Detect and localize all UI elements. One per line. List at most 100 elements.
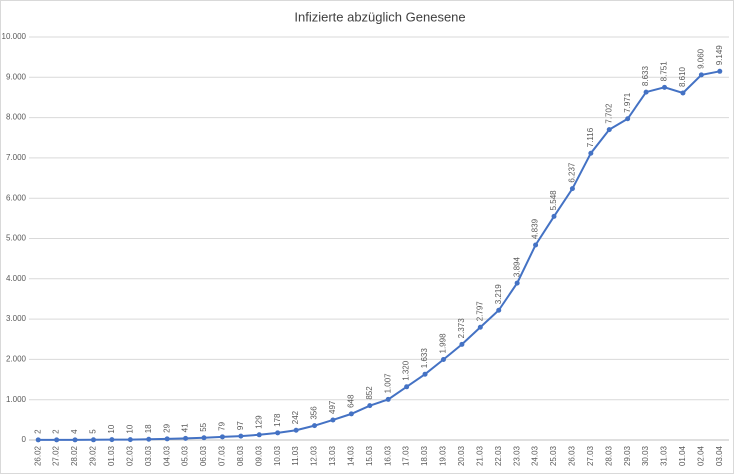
data-label: 8.633	[641, 66, 650, 87]
y-tick-label: 3.000	[6, 314, 27, 323]
data-point	[293, 427, 299, 433]
data-label: 648	[346, 394, 355, 408]
data-point	[183, 435, 189, 441]
data-point	[698, 72, 704, 78]
data-point	[348, 411, 354, 417]
x-tick-label: 28.03	[604, 445, 613, 466]
data-point	[606, 127, 612, 133]
data-label: 5	[89, 429, 98, 434]
chart-title: Infizierte abzüglich Genesene	[294, 9, 465, 24]
y-tick-label: 5.000	[6, 234, 27, 243]
y-tick-label: 7.000	[6, 153, 27, 162]
x-tick-label: 20.03	[457, 445, 466, 466]
x-tick-label: 04.03	[162, 445, 171, 466]
y-tick-label: 8.000	[6, 113, 27, 122]
data-label: 9.060	[696, 48, 705, 69]
data-point	[90, 437, 96, 443]
data-point	[717, 68, 723, 74]
data-label: 356	[310, 406, 319, 420]
x-tick-label: 25.03	[549, 445, 558, 466]
data-label: 9.149	[715, 45, 724, 66]
data-label: 178	[273, 413, 282, 427]
x-tick-label: 18.03	[420, 445, 429, 466]
data-label: 5.548	[549, 190, 558, 211]
data-label: 497	[328, 400, 337, 414]
x-tick-label: 31.03	[660, 445, 669, 466]
data-point	[477, 324, 483, 330]
x-tick-label: 06.03	[199, 445, 208, 466]
data-label: 852	[365, 386, 374, 400]
data-label: 7.971	[623, 92, 632, 113]
data-point	[643, 89, 649, 95]
data-label: 2.373	[457, 318, 466, 339]
x-tick-label: 03.04	[715, 445, 724, 466]
data-point	[127, 437, 133, 443]
data-label: 7.116	[586, 127, 595, 147]
series-line	[38, 70, 720, 441]
x-tick-label: 07.03	[218, 445, 227, 466]
data-label: 4	[70, 429, 79, 434]
data-label: 3.894	[512, 257, 521, 278]
data-label: 6.237	[568, 162, 577, 183]
x-tick-label: 19.03	[439, 445, 448, 466]
y-tick-label: 2.000	[6, 355, 27, 364]
data-label: 8.610	[678, 66, 687, 87]
x-tick-label: 08.03	[236, 445, 245, 466]
x-tick-label: 01.04	[678, 445, 687, 466]
data-label: 1.320	[402, 360, 411, 381]
data-point	[569, 186, 575, 192]
data-label: 10	[125, 424, 134, 433]
data-point	[422, 371, 428, 377]
x-tick-label: 26.02	[33, 445, 42, 466]
x-tick-label: 03.03	[144, 445, 153, 466]
data-label: 1.998	[439, 333, 448, 354]
x-tick-label: 09.03	[254, 445, 263, 466]
data-point	[367, 403, 373, 409]
data-point	[35, 437, 41, 443]
data-label: 29	[162, 423, 171, 432]
data-label: 2.797	[475, 301, 484, 322]
x-tick-label: 29.03	[623, 445, 632, 466]
data-point	[164, 436, 170, 442]
data-point	[588, 150, 594, 156]
data-point	[72, 437, 78, 443]
data-point	[385, 396, 391, 402]
x-tick-label: 12.03	[310, 445, 319, 466]
x-tick-label: 22.03	[494, 445, 503, 466]
x-tick-label: 13.03	[328, 445, 337, 466]
data-label: 10	[107, 424, 116, 433]
x-tick-label: 28.02	[70, 445, 79, 466]
y-tick-label: 10.000	[2, 32, 27, 41]
x-tick-label: 11.03	[291, 446, 300, 466]
data-label: 1.007	[383, 373, 392, 394]
data-point	[496, 307, 502, 313]
data-label: 79	[218, 421, 227, 430]
data-point	[404, 384, 410, 390]
x-tick-label: 27.02	[52, 445, 61, 466]
data-label: 1.633	[420, 348, 429, 369]
data-point	[312, 423, 318, 429]
data-label: 129	[254, 415, 263, 429]
data-point	[440, 356, 446, 362]
data-label: 55	[199, 422, 208, 431]
data-label: 242	[291, 410, 300, 424]
data-label: 41	[181, 423, 190, 432]
data-point	[514, 280, 520, 286]
x-tick-label: 30.03	[641, 445, 650, 466]
y-tick-label: 1.000	[6, 395, 27, 404]
data-point	[146, 436, 152, 442]
y-tick-label: 9.000	[6, 72, 27, 81]
x-tick-label: 05.03	[181, 445, 190, 466]
data-point	[238, 433, 244, 439]
data-point	[219, 434, 225, 440]
data-point	[201, 435, 207, 441]
data-label: 8.751	[660, 61, 669, 82]
data-label: 7.702	[604, 103, 613, 124]
y-tick-label: 6.000	[6, 193, 27, 202]
data-point	[680, 90, 686, 96]
data-point	[662, 84, 668, 90]
x-tick-label: 23.03	[512, 445, 521, 466]
data-label: 2	[52, 429, 61, 434]
x-tick-label: 16.03	[383, 445, 392, 466]
